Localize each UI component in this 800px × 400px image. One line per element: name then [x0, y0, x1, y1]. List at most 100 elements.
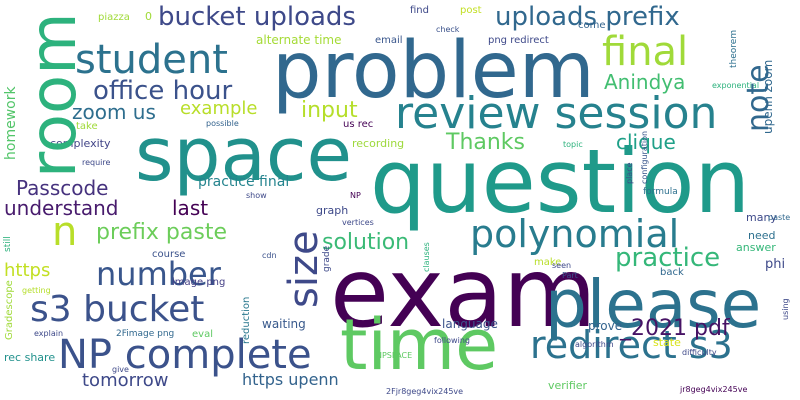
cloud-word: reduction [241, 296, 252, 344]
cloud-word: final [602, 29, 689, 75]
cloud-word: prove [588, 319, 623, 333]
cloud-word: waiting [262, 317, 306, 331]
cloud-word: exam [330, 237, 597, 349]
cloud-word: course [152, 249, 186, 260]
cloud-word: understand [4, 196, 119, 220]
cloud-word: redirect s3 [530, 323, 733, 367]
cloud-word: complexity [50, 137, 111, 150]
cloud-word: png redirect [488, 35, 549, 46]
cloud-word: seen [552, 261, 572, 270]
cloud-word: paste [768, 213, 791, 222]
cloud-word: prefix paste [96, 220, 228, 245]
cloud-word: solution [322, 230, 410, 255]
cloud-word: https upenn [242, 370, 339, 389]
cloud-word: NP complete [58, 332, 312, 378]
cloud-word: clauses [422, 242, 431, 272]
cloud-word: need [748, 229, 776, 242]
cloud-word: time [340, 304, 499, 386]
cloud-word: graph [316, 204, 349, 217]
cloud-word: post [460, 5, 482, 16]
cloud-word: come [578, 20, 606, 31]
cloud-word: last [172, 196, 209, 220]
cloud-word: show [246, 191, 267, 200]
cloud-word: find [410, 5, 429, 16]
cloud-word: bucket uploads [158, 2, 356, 32]
cloud-word: using [781, 298, 790, 320]
cloud-word: practice final [198, 174, 290, 190]
cloud-word: place [625, 162, 634, 184]
cloud-word: eval [192, 329, 213, 340]
cloud-word: 0 [145, 10, 152, 23]
cloud-word: jr8geg4vix245ve [680, 385, 748, 394]
cloud-word: take [76, 121, 98, 132]
cloud-word: room [17, 12, 91, 178]
cloud-word: formula [643, 187, 678, 197]
cloud-word: theorem [729, 29, 739, 68]
cloud-word: zoom us [72, 100, 156, 124]
cloud-word: check [436, 25, 460, 34]
cloud-word: following [434, 336, 470, 345]
cloud-word: answer [736, 241, 776, 254]
cloud-word: example [180, 98, 258, 119]
cloud-word: clique [616, 130, 676, 154]
cloud-word: size [281, 230, 327, 308]
cloud-word: _2021 pdf [620, 316, 730, 341]
cloud-word: review session [395, 88, 718, 139]
cloud-word: configuration [640, 130, 649, 184]
cloud-word: cdn [262, 251, 277, 260]
cloud-word: possible [206, 119, 239, 128]
cloud-word: language [442, 317, 498, 331]
cloud-word: space [135, 112, 353, 198]
cloud-word: tomorrow [82, 370, 169, 391]
cloud-word: please [545, 266, 762, 343]
cloud-word: phi [765, 257, 786, 272]
cloud-word: Gradescope [4, 280, 15, 340]
cloud-word: Anindya [604, 70, 686, 94]
cloud-word: explain [34, 329, 64, 338]
cloud-word: rec share [4, 351, 56, 364]
cloud-word: image png [172, 277, 226, 288]
cloud-word: recording [352, 137, 405, 150]
cloud-word: vertices [342, 218, 374, 227]
cloud-word: email [375, 35, 403, 46]
cloud-word: problem [272, 26, 595, 116]
cloud-word: alternate time [256, 33, 342, 47]
cloud-word: require [82, 158, 111, 167]
cloud-word: practice [615, 243, 721, 273]
cloud-word: piazza [98, 12, 130, 23]
cloud-word: 2Fjr8geg4vix245ve [386, 387, 464, 396]
cloud-word: Thanks [446, 130, 526, 155]
cloud-word: office hour [93, 76, 233, 106]
cloud-word: difficulty [682, 348, 717, 357]
cloud-word: make [534, 257, 562, 268]
cloud-word: Passcode [16, 176, 109, 200]
cloud-word: homework [3, 86, 19, 160]
cloud-word: still [3, 236, 13, 252]
cloud-word: NP [350, 191, 361, 200]
cloud-word: polynomial [470, 212, 680, 256]
cloud-word: us rec [343, 119, 374, 130]
cloud-word: NPSPACE [376, 351, 413, 360]
cloud-word: number [96, 255, 221, 293]
cloud-word: back [660, 267, 684, 278]
cloud-word: Part [562, 271, 578, 280]
cloud-word: https [4, 260, 51, 281]
cloud-word: upenn zoom [761, 59, 775, 134]
cloud-word: grade [322, 245, 332, 272]
cloud-word: s3 bucket [30, 289, 205, 330]
cloud-word: n [52, 209, 78, 255]
cloud-word: state [653, 336, 681, 349]
cloud-word: getting [22, 286, 51, 295]
cloud-word: verifier [548, 379, 588, 392]
cloud-word: algorithm [575, 340, 614, 349]
cloud-word: exponential [712, 81, 760, 90]
cloud-word: many [746, 211, 777, 224]
cloud-word: student [75, 37, 228, 83]
cloud-word: topic [563, 140, 583, 149]
cloud-word: input [301, 98, 358, 123]
cloud-word: uploads prefix [495, 2, 680, 32]
cloud-word: 2Fimage png [116, 329, 175, 339]
cloud-word: question [370, 130, 751, 233]
cloud-word: give [112, 365, 129, 374]
